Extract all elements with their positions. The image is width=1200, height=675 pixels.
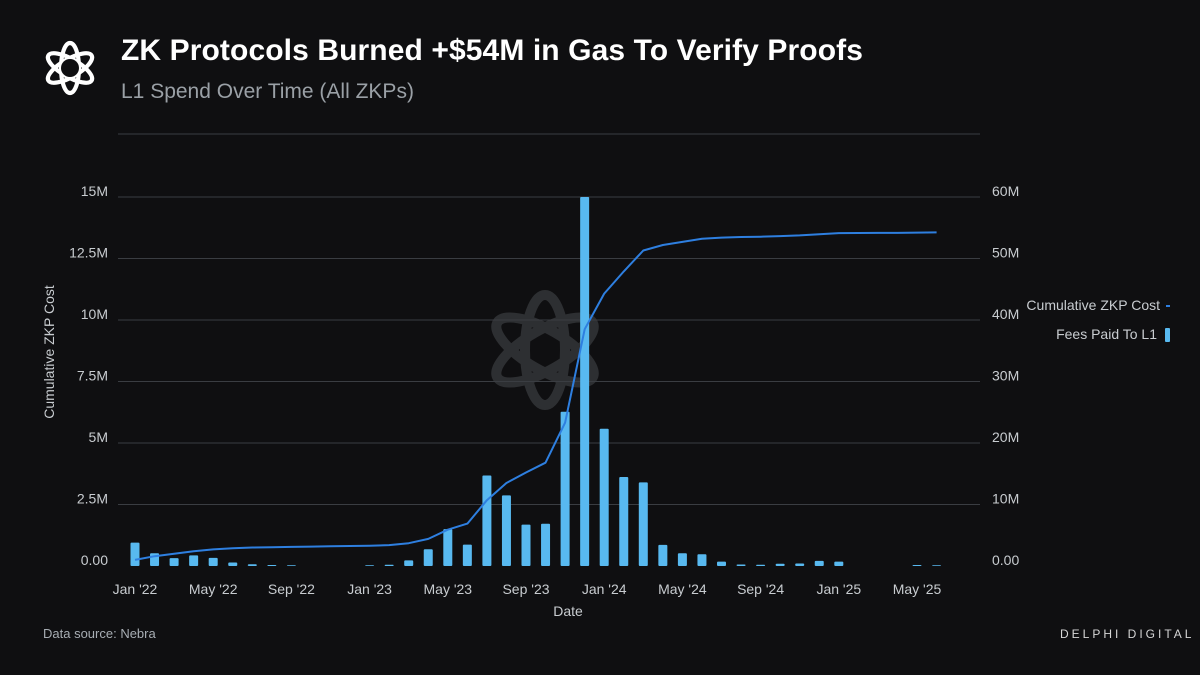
y-left-tick-label: 0.00 [81,552,108,568]
page-subtitle: L1 Spend Over Time (All ZKPs) [121,80,414,103]
fee-bar [599,428,609,566]
fee-bar [619,476,629,566]
page-title: ZK Protocols Burned +$54M in Gas To Veri… [121,34,864,67]
y-left-tick-label: 15M [81,183,108,199]
fee-bar [560,411,570,566]
fee-bar [658,544,668,566]
fee-bar [208,557,218,566]
fee-bar [482,475,492,566]
grid-layer [118,133,980,505]
line-layer [134,231,937,561]
y-right-tick-label: 0.00 [992,552,1019,568]
fee-bar [814,560,824,566]
x-tick-label: May '22 [189,581,238,597]
legend-label-cumulative: Cumulative ZKP Cost [1026,297,1160,313]
fee-bar [717,561,726,566]
fee-bar [365,565,375,566]
tick-layer: 0.00 2.5M 5M 7.5M 10M 12.5M 15M 0.00 10M 20M 30M 40… [69,183,1019,597]
legend-item-fees[interactable]: Fees Paid To L1 [1000,326,1170,343]
x-axis-title: Date [553,603,583,619]
x-tick-label: Jan '25 [816,581,861,597]
cumulative-cost-line [134,231,937,561]
brand-wordmark: DELPHI DIGITAL [1060,627,1195,641]
x-tick-label: Sep '24 [737,581,784,597]
fee-bar [736,564,746,566]
fee-bar [501,495,511,566]
y-axis-title: Cumulative ZKP Cost [41,285,57,419]
x-tick-label: May '24 [658,581,707,597]
y-left-tick-label: 2.5M [77,491,108,507]
legend-label-fees: Fees Paid To L1 [1056,326,1157,342]
x-tick-label: Sep '23 [502,581,549,597]
fee-bar [697,554,707,566]
fee-bar [541,523,551,566]
fee-bar [169,558,179,566]
y-right-tick-label: 20M [992,429,1019,445]
fee-bar [130,542,140,566]
y-left-tick-label: 7.5M [77,368,108,384]
fee-bar [462,544,472,566]
fee-bar [912,565,922,566]
y-right-tick-label: 50M [992,245,1019,261]
x-tick-label: Jan '24 [582,581,627,597]
fee-bar [247,564,257,566]
y-left-tick-label: 10M [81,306,108,322]
fee-bar [834,561,844,566]
fee-bar [384,564,394,566]
fee-bar [286,565,296,566]
fee-bar [795,563,805,566]
chart-legend: Cumulative ZKP Cost Fees Paid To L1 [1000,297,1170,355]
delphi-logo-icon [45,40,95,96]
y-right-tick-label: 40M [992,306,1019,322]
x-tick-label: May '23 [424,581,473,597]
bar-swatch-icon [1165,328,1170,342]
fee-bar [775,563,785,566]
legend-item-cumulative[interactable]: Cumulative ZKP Cost [1000,297,1170,314]
y-right-tick-label: 30M [992,368,1019,384]
fee-bar [756,564,766,566]
fee-bar [638,482,648,566]
x-tick-label: Sep '22 [268,581,315,597]
line-swatch-icon [1166,305,1170,307]
fee-bar [677,553,687,566]
fee-bar [267,565,277,566]
fee-bar [228,562,238,566]
y-right-tick-label: 60M [992,183,1019,199]
x-tick-label: Jan '22 [113,581,158,597]
fee-bar [443,529,453,566]
fee-bar [423,549,433,566]
fee-bar [580,197,590,566]
fee-bar [189,555,199,566]
data-source-note: Data source: Nebra [43,626,156,641]
watermark-logo-icon [491,290,599,410]
fee-bar [521,524,531,566]
y-left-tick-label: 5M [89,429,108,445]
fee-bar [404,560,414,566]
x-tick-label: Jan '23 [347,581,392,597]
y-left-tick-label: 12.5M [69,245,108,261]
x-tick-label: May '25 [893,581,942,597]
fee-bar [932,565,942,566]
y-right-tick-label: 10M [992,491,1019,507]
